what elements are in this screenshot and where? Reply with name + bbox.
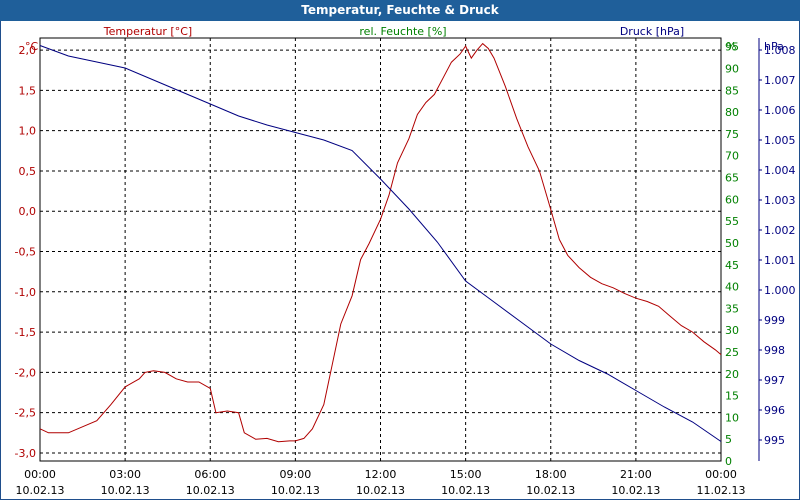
- pressure-tick-label: 1.000: [764, 284, 796, 297]
- pressure-tick-label: 995: [764, 434, 785, 447]
- humidity-tick-label: 10: [725, 411, 739, 424]
- x-tick-label-time: 06:00: [194, 468, 226, 481]
- humidity-tick-label: 20: [725, 368, 739, 381]
- x-tick-label-date: 10.02.13: [16, 484, 65, 497]
- series-line-pressure: [39, 45, 722, 442]
- chart-title: Temperatur, Feuchte & Druck: [0, 0, 800, 21]
- humidity-axis-title: rel. Feuchte [%]: [359, 25, 446, 38]
- temperature-unit-label: °C: [25, 40, 39, 53]
- humidity-tick-label: 30: [725, 324, 739, 337]
- temperature-tick-label: 1,5: [19, 84, 37, 97]
- x-tick-label-date: 10.02.13: [611, 484, 660, 497]
- temperature-tick-label: -0,5: [15, 246, 36, 259]
- pressure-tick-label: 1.006: [764, 104, 796, 117]
- humidity-tick-label: 80: [725, 106, 739, 119]
- x-tick-label-date: 10.02.13: [356, 484, 405, 497]
- temperature-tick-label: 0,5: [19, 165, 37, 178]
- humidity-tick-label: 35: [725, 302, 739, 315]
- pressure-axis-title: Druck [hPa]: [620, 25, 684, 38]
- x-tick-label-time: 21:00: [620, 468, 652, 481]
- pressure-tick-label: 1.008: [764, 44, 796, 57]
- temperature-tick-label: 0,0: [19, 205, 37, 218]
- humidity-tick-label: 60: [725, 193, 739, 206]
- x-tick-label-time: 00:00: [24, 468, 56, 481]
- tick-labels: 00:00 10.02.13 03:00 10.02.13 06:00 10.02.13 0…: [15, 25, 796, 497]
- temperature-tick-label: -3,0: [15, 447, 36, 460]
- x-tick-label-date: 11.02.13: [697, 484, 746, 497]
- humidity-unit-label: %: [726, 40, 736, 53]
- temperature-tick-label: -1,0: [15, 286, 36, 299]
- humidity-tick-label: 75: [725, 128, 739, 141]
- temperature-tick-label: -1,5: [15, 326, 36, 339]
- pressure-tick-label: 999: [764, 314, 785, 327]
- x-tick-label-time: 09:00: [280, 468, 312, 481]
- humidity-tick-label: 45: [725, 259, 739, 272]
- temperature-tick-label: -2,0: [15, 366, 36, 379]
- grid: [40, 38, 721, 461]
- x-tick-label-date: 10.02.13: [271, 484, 320, 497]
- pressure-unit-label: hPa: [764, 40, 784, 53]
- series-lines: [39, 42, 722, 443]
- pressure-tick-label: 998: [764, 344, 785, 357]
- x-tick-label-time: 15:00: [450, 468, 482, 481]
- temperature-axis-title: Temperatur [°C]: [103, 25, 192, 38]
- humidity-tick-label: 55: [725, 215, 739, 228]
- temperature-tick-label: -2,5: [15, 407, 36, 420]
- series-line-temperature: [39, 42, 722, 443]
- pressure-tick-label: 1.002: [764, 224, 796, 237]
- pressure-tick-label: 1.004: [764, 164, 796, 177]
- x-tick-label-date: 10.02.13: [441, 484, 490, 497]
- humidity-tick-label: 95: [725, 41, 739, 54]
- humidity-tick-label: 85: [725, 84, 739, 97]
- x-tick-label-time: 00:00: [705, 468, 737, 481]
- x-tick-label-time: 18:00: [535, 468, 567, 481]
- humidity-tick-label: 90: [725, 63, 739, 76]
- humidity-tick-label: 25: [725, 346, 739, 359]
- x-tick-label-date: 10.02.13: [101, 484, 150, 497]
- temperature-tick-label: 2,0: [19, 44, 37, 57]
- humidity-tick-label: 65: [725, 172, 739, 185]
- pressure-tick-label: 1.007: [764, 74, 796, 87]
- pressure-tick-label: 996: [764, 404, 785, 417]
- pressure-tick-label: 1.003: [764, 194, 796, 207]
- x-tick-label-time: 12:00: [365, 468, 397, 481]
- temperature-tick-label: 1,0: [19, 125, 37, 138]
- humidity-tick-label: 40: [725, 281, 739, 294]
- pressure-tick-label: 997: [764, 374, 785, 387]
- humidity-tick-label: 5: [725, 433, 732, 446]
- x-tick-label-time: 03:00: [109, 468, 141, 481]
- pressure-tick-label: 1.005: [764, 134, 796, 147]
- axes: [39, 37, 762, 462]
- x-tick-label-date: 10.02.13: [526, 484, 575, 497]
- plot-area-border: [39, 37, 722, 462]
- humidity-tick-label: 0: [725, 455, 732, 468]
- humidity-tick-label: 50: [725, 237, 739, 250]
- humidity-tick-label: 70: [725, 150, 739, 163]
- humidity-tick-label: 15: [725, 390, 739, 403]
- x-tick-label-date: 10.02.13: [186, 484, 235, 497]
- pressure-tick-label: 1.001: [764, 254, 796, 267]
